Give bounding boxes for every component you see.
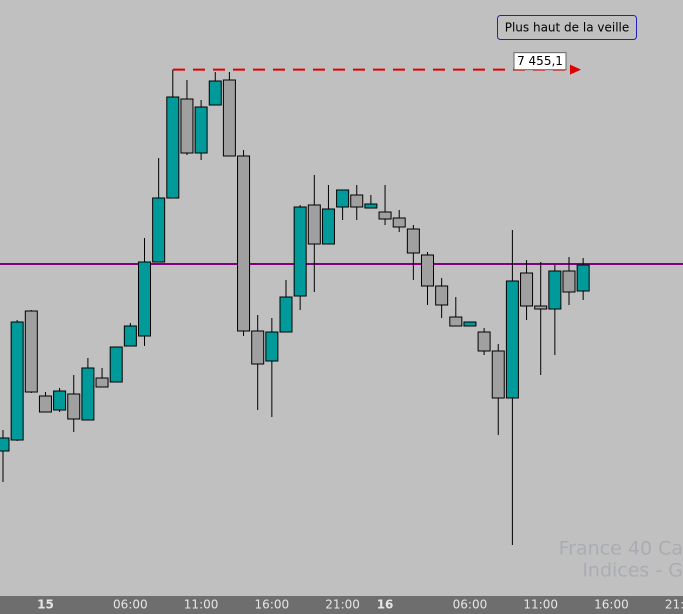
x-tick-label: 21:00: [325, 598, 360, 612]
candle-body: [449, 316, 463, 327]
candle-body: [237, 155, 251, 332]
x-tick-label: 11:00: [523, 598, 558, 612]
candle-body: [53, 390, 67, 411]
candle-body: [0, 437, 10, 452]
candle-body: [364, 203, 378, 209]
candle-body: [548, 270, 562, 310]
candle-body: [166, 96, 180, 199]
candle-body: [491, 350, 505, 399]
x-tick-label: 06:00: [453, 598, 488, 612]
annotation-box: [497, 15, 637, 40]
candle-body: [81, 367, 95, 421]
candle-body: [392, 217, 406, 228]
candle-body: [279, 296, 293, 333]
candle-body: [222, 79, 236, 157]
candle-body: [534, 305, 548, 310]
candle-body: [562, 270, 576, 293]
reference-arrow: [570, 64, 581, 75]
candle-body: [520, 272, 534, 307]
candle-body: [10, 321, 24, 441]
candle-body: [265, 331, 279, 362]
candle-body: [208, 80, 222, 106]
candle-body: [505, 280, 519, 399]
candle-body: [336, 189, 350, 208]
candle-body: [421, 254, 434, 287]
candle-body: [378, 211, 392, 220]
candle-body: [67, 393, 81, 420]
candle-body: [321, 208, 335, 245]
watermark: France 40 Ca: [559, 538, 683, 560]
time-axis-bar: [0, 596, 683, 614]
reference-label-box: [513, 52, 567, 71]
plot-background: [0, 0, 683, 596]
x-tick-label: 16:00: [255, 598, 290, 612]
candle-body: [95, 377, 109, 388]
candle-body: [109, 346, 123, 383]
candle-body: [435, 285, 449, 306]
reference-label: 7 455,1: [517, 54, 563, 68]
candle-body: [180, 98, 194, 154]
candle-body: [251, 330, 265, 365]
candle-body: [293, 206, 307, 297]
x-tick-label: 11:00: [184, 598, 219, 612]
annotation: Plus haut de la veille: [505, 21, 630, 35]
candle-body: [24, 310, 38, 393]
candle-body: [406, 228, 420, 254]
x-tick-label: 16: [377, 598, 394, 612]
x-tick-label: 21:00: [665, 598, 683, 612]
candle-body: [307, 204, 321, 245]
x-tick-label: 15: [37, 598, 54, 612]
x-tick-label: 06:00: [113, 598, 148, 612]
candle-body: [350, 194, 364, 208]
candle-body: [152, 197, 166, 263]
candle-body: [463, 321, 477, 327]
candle-body: [38, 395, 52, 413]
x-tick-label: 16:00: [594, 598, 629, 612]
candle-body: [138, 261, 151, 337]
candle-body: [123, 325, 137, 347]
candle-body: [194, 106, 208, 154]
candle-body: [477, 331, 491, 352]
candle-body: [576, 264, 590, 292]
watermark: Indices - G: [582, 560, 683, 582]
